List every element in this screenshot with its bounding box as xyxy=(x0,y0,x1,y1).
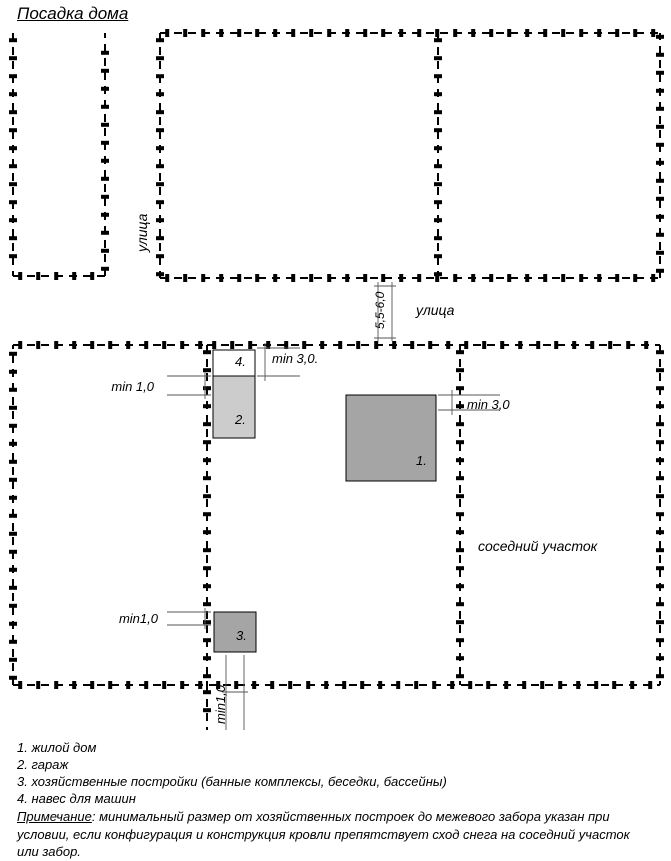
label: min1,0 xyxy=(119,611,158,626)
label: улица xyxy=(134,214,150,252)
note-label: Примечание xyxy=(17,809,92,824)
site-plan: Посадка дома 1.2.3.4. улицаулица5,5-6,0m… xyxy=(0,0,671,840)
label: улица xyxy=(416,302,454,318)
dimension-lines xyxy=(167,282,500,730)
note-text: : минимальный размер от хозяйственных по… xyxy=(17,809,630,859)
building-house xyxy=(346,395,436,481)
building-label-house: 1. xyxy=(416,453,427,468)
label: min 3,0. xyxy=(272,351,318,366)
building-carport xyxy=(213,350,255,376)
fence xyxy=(9,29,664,730)
label: соседний участок xyxy=(478,538,597,554)
label: min 1,0 xyxy=(111,379,154,394)
label: min 3,0 xyxy=(467,397,510,412)
label: min1,0 xyxy=(213,685,228,724)
legend-item: 1. жилой дом xyxy=(17,740,96,755)
label: 5,5-6,0 xyxy=(373,292,387,329)
note: Примечание: минимальный размер от хозяйс… xyxy=(17,808,654,861)
building-label-garage: 2. xyxy=(234,412,246,427)
plan-svg: 1. 2. 3. 4. xyxy=(0,0,671,840)
buildings: 1. 2. 3. 4. xyxy=(213,350,436,652)
building-outbld xyxy=(214,612,256,652)
legend-item: 4. навес для машин xyxy=(17,791,136,806)
building-label-outbld: 3. xyxy=(236,628,247,643)
building-garage xyxy=(213,376,255,438)
legend-item: 2. гараж xyxy=(17,757,68,772)
building-label-carport: 4. xyxy=(235,354,246,369)
legend-item: 3. хозяйственные постройки (банные компл… xyxy=(17,774,447,789)
